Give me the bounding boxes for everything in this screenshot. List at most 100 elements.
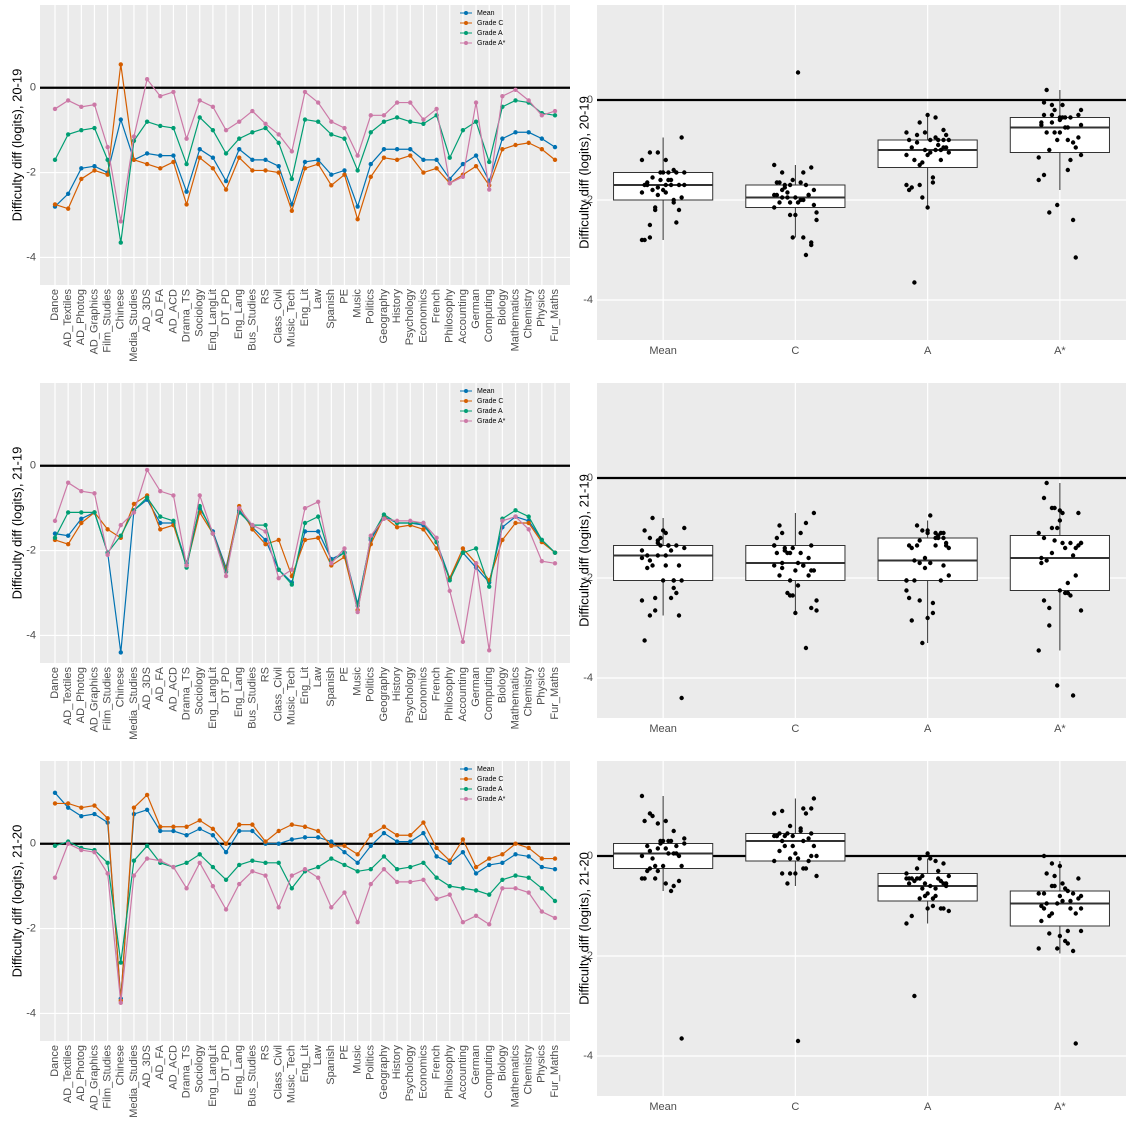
legend-dot bbox=[464, 787, 468, 791]
point bbox=[171, 153, 176, 158]
point bbox=[645, 843, 650, 849]
point bbox=[144, 792, 150, 798]
point bbox=[917, 560, 922, 566]
legend-label: Grade A* bbox=[477, 796, 506, 803]
point bbox=[1068, 115, 1073, 120]
point bbox=[447, 155, 452, 160]
point bbox=[342, 546, 347, 551]
y-tick-label: -2 bbox=[583, 950, 593, 962]
point bbox=[342, 890, 347, 895]
point bbox=[276, 170, 281, 175]
point bbox=[682, 545, 687, 551]
y-tick-label: 0 bbox=[587, 94, 593, 106]
point bbox=[210, 531, 216, 536]
point bbox=[652, 608, 658, 613]
point bbox=[487, 159, 492, 165]
point bbox=[158, 488, 163, 494]
point bbox=[223, 907, 229, 912]
x-tick-label: AD_Graphics bbox=[88, 667, 100, 733]
x-tick-label: Music_Tech bbox=[286, 1045, 298, 1103]
point bbox=[674, 843, 679, 849]
point bbox=[79, 516, 84, 521]
point bbox=[1041, 100, 1047, 105]
x-tick-label: Chemistry bbox=[523, 1045, 535, 1095]
point bbox=[65, 206, 71, 211]
x-tick-label: Media_Studies bbox=[128, 1045, 140, 1118]
point bbox=[513, 142, 518, 148]
point bbox=[655, 150, 661, 155]
point bbox=[1076, 112, 1081, 118]
point bbox=[642, 818, 647, 824]
point bbox=[922, 881, 928, 886]
point bbox=[394, 833, 400, 838]
point bbox=[223, 187, 229, 192]
point bbox=[250, 828, 255, 834]
x-tick-label: AD_FA bbox=[154, 1044, 166, 1080]
point bbox=[1070, 553, 1076, 558]
y-tick-label: -4 bbox=[26, 629, 36, 641]
legend-dot bbox=[464, 399, 468, 403]
point bbox=[263, 157, 268, 163]
x-tick-label: A bbox=[924, 1101, 932, 1113]
point bbox=[289, 176, 295, 182]
point bbox=[777, 848, 782, 854]
legend-label: Grade C bbox=[477, 398, 503, 405]
point bbox=[1049, 102, 1055, 108]
point bbox=[663, 182, 668, 188]
point bbox=[184, 860, 189, 866]
point bbox=[447, 883, 452, 889]
point bbox=[144, 151, 150, 156]
point bbox=[1068, 157, 1073, 163]
point bbox=[171, 89, 176, 95]
point bbox=[1073, 573, 1078, 578]
point bbox=[315, 835, 321, 840]
point bbox=[909, 913, 914, 919]
point bbox=[421, 157, 426, 163]
point bbox=[798, 828, 803, 834]
x-tick-label: Physics bbox=[536, 289, 548, 327]
point bbox=[473, 100, 479, 105]
x-tick-label: Eng_Lit bbox=[299, 1045, 311, 1082]
point bbox=[250, 108, 255, 114]
x-tick-label: Philosophy bbox=[444, 289, 456, 343]
point bbox=[1052, 873, 1057, 879]
point bbox=[92, 510, 97, 515]
point bbox=[171, 493, 176, 498]
point bbox=[772, 811, 777, 816]
x-tick-label: PE bbox=[338, 289, 350, 304]
point bbox=[682, 182, 687, 188]
point bbox=[79, 104, 84, 110]
point bbox=[779, 170, 785, 175]
point bbox=[679, 863, 684, 869]
point bbox=[131, 157, 137, 163]
point bbox=[526, 520, 531, 526]
x-tick-label: Mean bbox=[649, 345, 677, 357]
point bbox=[645, 182, 650, 188]
point bbox=[917, 182, 922, 188]
x-tick-label: Computing bbox=[483, 289, 495, 342]
x-tick-label: A bbox=[924, 345, 932, 357]
x-tick-label: AD_FA bbox=[154, 288, 166, 324]
point bbox=[473, 864, 479, 870]
point bbox=[276, 841, 281, 846]
point bbox=[795, 1038, 801, 1044]
point bbox=[1036, 891, 1041, 896]
point bbox=[795, 70, 801, 75]
point bbox=[647, 150, 653, 155]
y-tick-label: -2 bbox=[583, 194, 593, 206]
point bbox=[487, 584, 492, 589]
x-tick-label: Economics bbox=[417, 667, 429, 721]
x-tick-label: Class_Civil bbox=[273, 289, 285, 343]
x-tick-label: Eng_LangLit bbox=[207, 667, 219, 729]
point bbox=[1065, 941, 1071, 946]
point bbox=[928, 856, 933, 861]
x-tick-label: Computing bbox=[483, 667, 495, 720]
point bbox=[342, 136, 347, 141]
point bbox=[920, 195, 925, 200]
x-tick-label: A* bbox=[1054, 723, 1066, 735]
point bbox=[394, 115, 400, 120]
point bbox=[276, 537, 281, 543]
x-tick-label: Biology bbox=[496, 667, 508, 704]
point bbox=[658, 177, 663, 183]
point bbox=[394, 518, 400, 524]
